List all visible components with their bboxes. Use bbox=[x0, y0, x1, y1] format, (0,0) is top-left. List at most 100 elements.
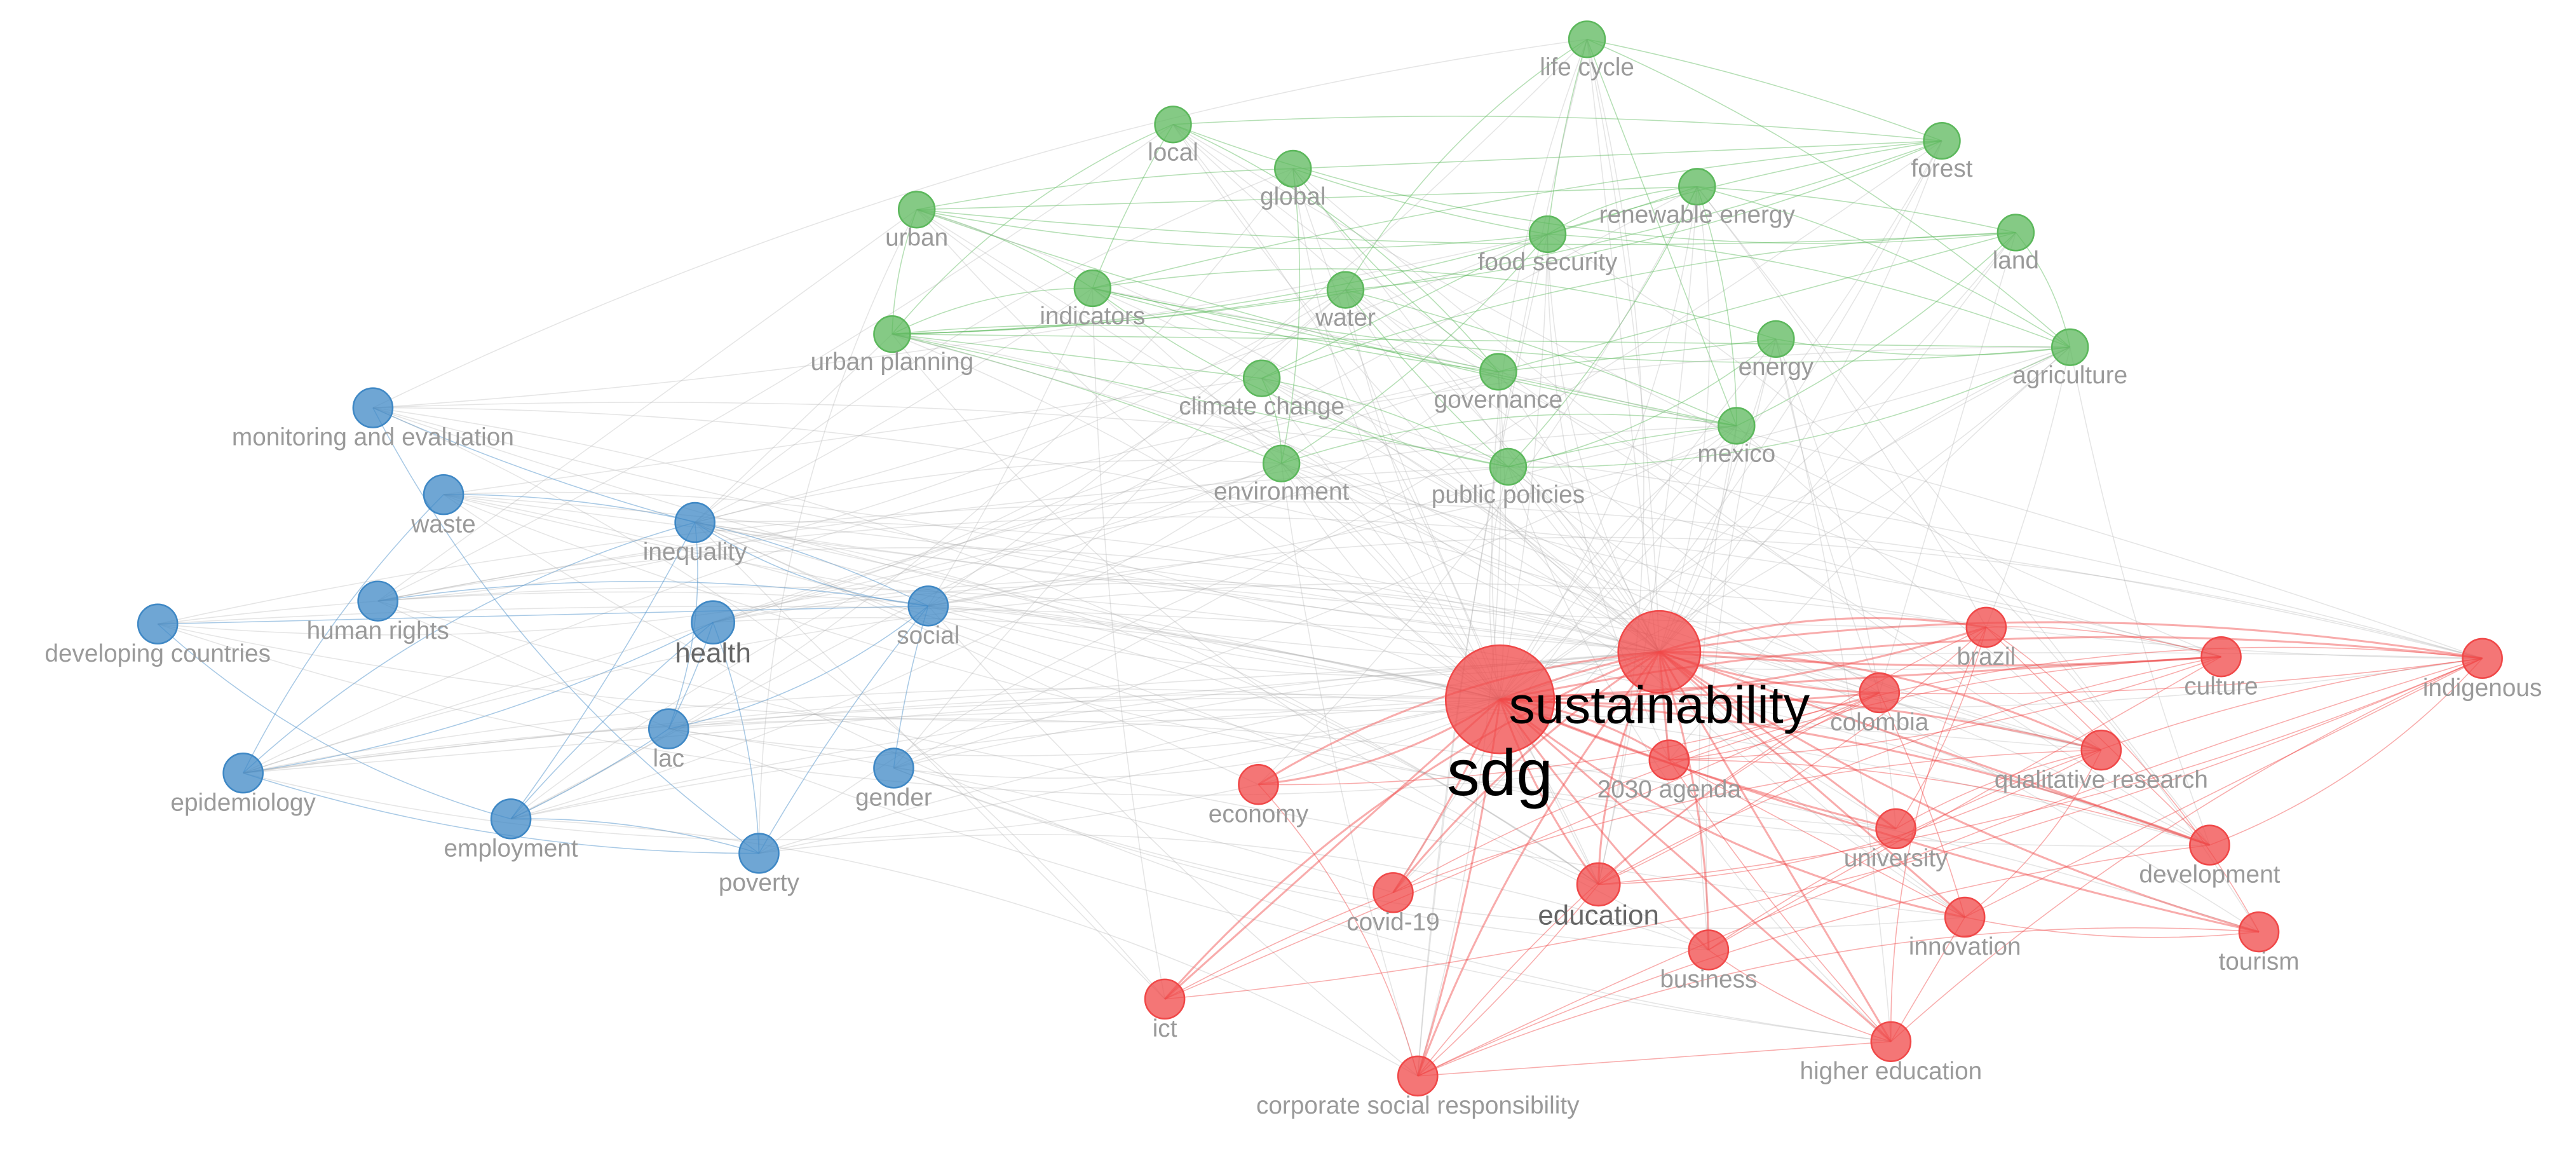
node-label: corporate social responsibility bbox=[1256, 1092, 1580, 1119]
node-label: human rights bbox=[307, 617, 449, 645]
node bbox=[691, 600, 735, 645]
node-label: qualitative research bbox=[1995, 766, 2208, 793]
node bbox=[1648, 739, 1690, 781]
edge bbox=[1292, 168, 1548, 235]
node bbox=[1528, 215, 1567, 254]
edge bbox=[372, 407, 759, 854]
edge bbox=[372, 233, 1548, 409]
edge bbox=[1164, 749, 2101, 1000]
edge bbox=[1507, 466, 1965, 918]
node-label: waste bbox=[410, 510, 475, 538]
edge bbox=[1879, 692, 1965, 918]
edge bbox=[1697, 186, 1987, 628]
edge bbox=[1669, 760, 1892, 1042]
node-label: land bbox=[1993, 247, 2039, 275]
node bbox=[2080, 729, 2122, 771]
edge bbox=[712, 466, 1508, 623]
edge bbox=[377, 289, 1346, 602]
edge bbox=[928, 346, 2070, 607]
edge bbox=[443, 494, 1660, 653]
node-label: life cycle bbox=[1540, 53, 1634, 81]
node-label: urban planning bbox=[811, 348, 974, 376]
edge bbox=[893, 699, 1500, 779]
edge bbox=[916, 209, 2016, 245]
edge bbox=[891, 186, 1698, 335]
edge bbox=[891, 333, 1508, 468]
edge bbox=[1345, 289, 1508, 467]
edge bbox=[695, 168, 1294, 523]
edge bbox=[1598, 749, 2102, 885]
edge bbox=[668, 728, 1393, 894]
edge bbox=[1345, 289, 1501, 700]
edge bbox=[1775, 339, 1897, 829]
node bbox=[1489, 447, 1528, 486]
node bbox=[2200, 636, 2242, 678]
node-label: innovation bbox=[1909, 933, 2021, 960]
edge bbox=[1547, 234, 1660, 652]
edge bbox=[377, 516, 2221, 658]
edge bbox=[928, 463, 1282, 607]
edge bbox=[1669, 759, 2210, 846]
edge bbox=[1658, 140, 1942, 653]
edge bbox=[1392, 651, 1660, 894]
edge bbox=[1658, 651, 2260, 933]
node bbox=[1718, 407, 1756, 445]
edge bbox=[891, 324, 1499, 372]
edge bbox=[243, 651, 1660, 774]
edge bbox=[695, 522, 1165, 1000]
node-label: renewable energy bbox=[1599, 201, 1796, 228]
node bbox=[647, 708, 689, 749]
edge bbox=[1895, 749, 2101, 829]
node-label: health bbox=[675, 638, 751, 669]
edge bbox=[1280, 463, 1418, 1077]
edge bbox=[1172, 124, 1501, 700]
edge bbox=[1092, 287, 1508, 468]
edge bbox=[1507, 186, 1698, 467]
edge bbox=[1708, 658, 2483, 951]
edge bbox=[1598, 658, 2483, 885]
edge bbox=[759, 834, 1709, 951]
edge bbox=[928, 605, 1660, 676]
edge bbox=[444, 491, 1500, 700]
node bbox=[738, 833, 780, 874]
node bbox=[2462, 638, 2503, 679]
edge bbox=[243, 522, 695, 774]
edge bbox=[916, 209, 1548, 249]
edge bbox=[1261, 378, 2221, 658]
edge bbox=[1258, 346, 2071, 785]
node-label: economy bbox=[1209, 800, 1309, 828]
node bbox=[1870, 1021, 1912, 1062]
edge bbox=[1598, 627, 1987, 885]
node-label: governance bbox=[1434, 386, 1563, 414]
node bbox=[1274, 149, 1312, 188]
edge bbox=[695, 522, 928, 607]
node-label: ict bbox=[1153, 1015, 1177, 1042]
edge bbox=[695, 522, 1500, 700]
node bbox=[1617, 610, 1702, 694]
edge bbox=[893, 289, 1346, 768]
edge bbox=[1736, 232, 2016, 426]
edge bbox=[1499, 699, 1892, 1042]
edge bbox=[1172, 124, 2221, 657]
edge bbox=[377, 209, 918, 602]
edge bbox=[1165, 658, 2483, 1000]
edge bbox=[1292, 168, 1499, 372]
node-label: energy bbox=[1739, 353, 1814, 381]
edge bbox=[695, 522, 1599, 885]
edge bbox=[510, 186, 1698, 820]
node-label: urban bbox=[885, 224, 948, 251]
node bbox=[1757, 320, 1795, 358]
edge bbox=[1697, 186, 2016, 233]
edge bbox=[1416, 651, 1660, 1077]
node-label: environment bbox=[1214, 478, 1350, 505]
node-label: indicators bbox=[1040, 303, 1145, 330]
edge bbox=[695, 233, 1548, 523]
edge bbox=[443, 378, 1262, 495]
node-label: forest bbox=[1911, 155, 1973, 182]
edge bbox=[758, 209, 918, 854]
edge bbox=[377, 547, 1660, 653]
edge bbox=[916, 209, 1737, 426]
edge bbox=[1500, 655, 2221, 700]
edge bbox=[916, 186, 1697, 210]
